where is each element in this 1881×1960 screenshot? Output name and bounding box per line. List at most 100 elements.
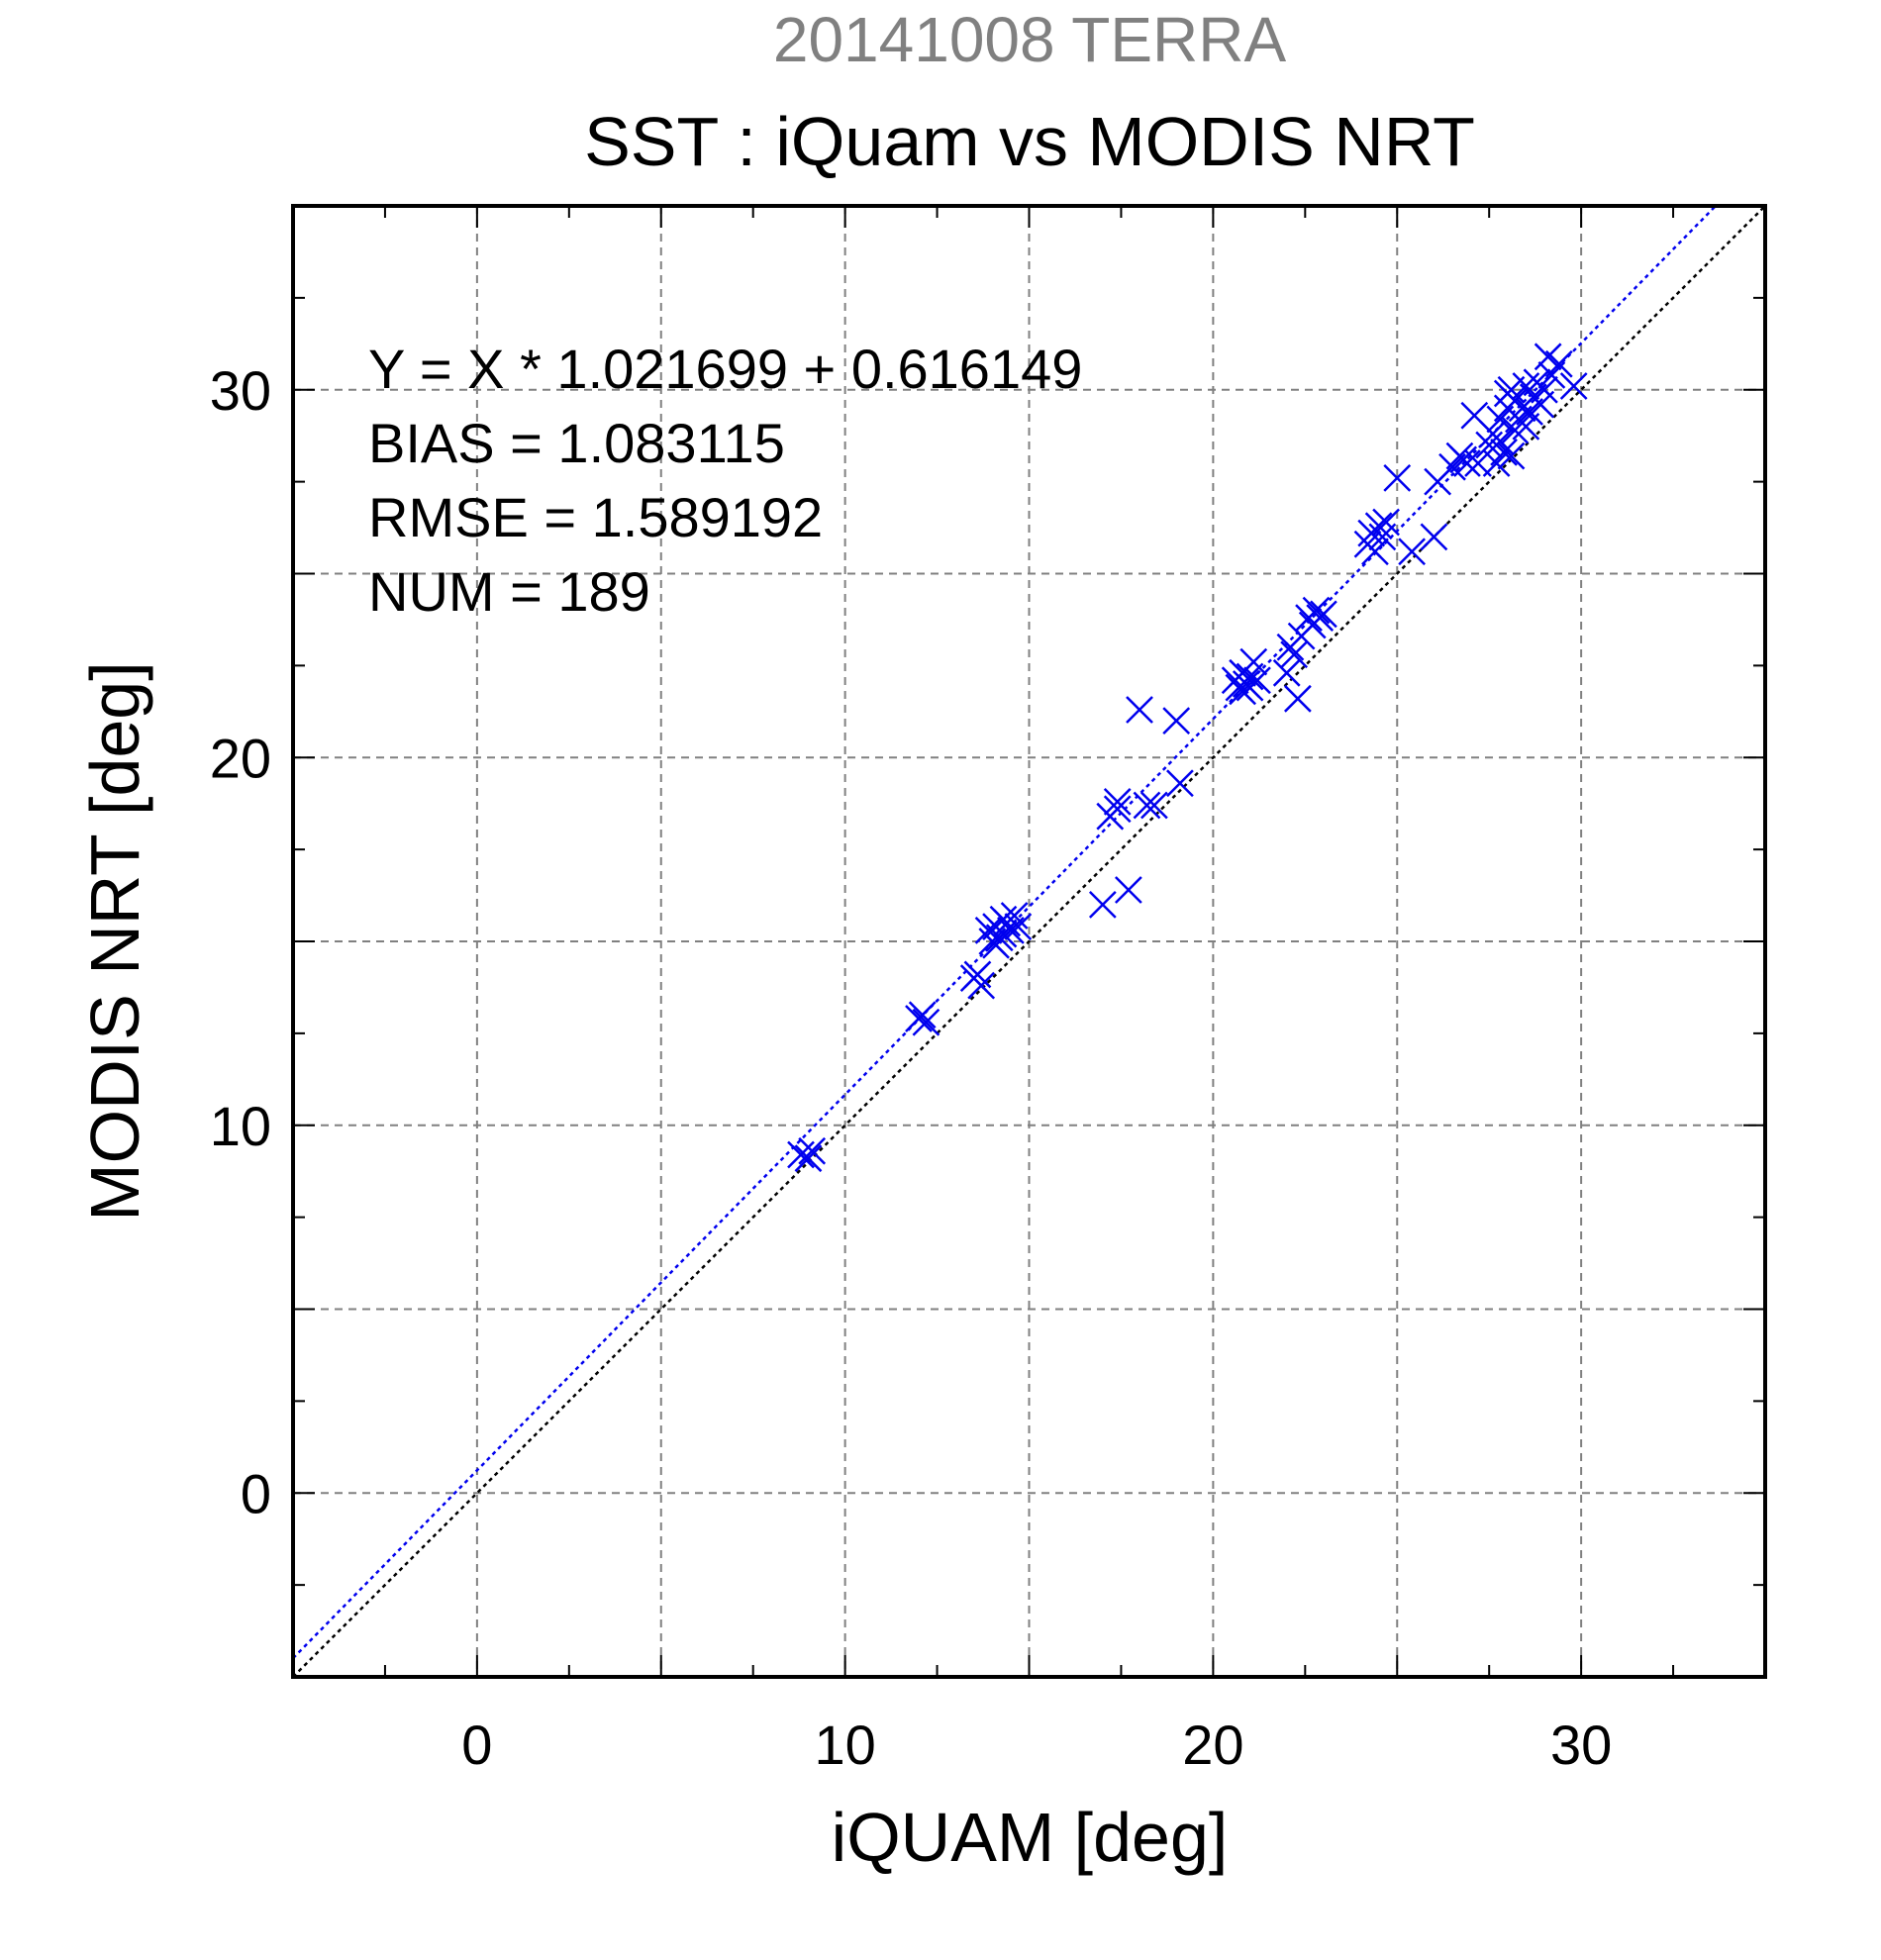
data-point-stroke [1501, 416, 1530, 444]
data-point [1229, 677, 1256, 706]
data-point-stroke [1531, 375, 1558, 404]
data-point [1088, 890, 1117, 919]
x-tick-label: 30 [1550, 1714, 1612, 1776]
data-point [794, 1144, 823, 1173]
data-point-stroke [1302, 596, 1331, 625]
tick-labels: 0 10 20 30 0 10 20 30 [210, 359, 1613, 1776]
data-point [787, 1140, 815, 1169]
data-point-stroke [1559, 372, 1588, 400]
y-tick-label: 20 [210, 727, 271, 789]
data-point-stroke [1490, 439, 1518, 466]
stats-line-bias: BIAS = 1.083115 [368, 412, 785, 474]
data-point [1398, 538, 1427, 566]
data-point-stroke [1114, 876, 1142, 904]
data-point [1103, 787, 1132, 816]
data-point-stroke [1364, 512, 1393, 540]
x-axis-label: iQUAM [deg] [832, 1799, 1229, 1876]
data-point-stroke [1166, 769, 1194, 798]
data-point-stroke [1229, 677, 1256, 706]
data-point-stroke [1280, 640, 1309, 669]
data-point [1364, 512, 1393, 540]
stats-line-fit: Y = X * 1.021699 + 0.616149 [368, 338, 1082, 400]
data-point [1272, 658, 1301, 687]
stats-line-rmse: RMSE = 1.589192 [368, 486, 823, 548]
plot-frame [291, 204, 1767, 1679]
data-point-stroke [1004, 913, 1033, 941]
data-point-stroke [963, 960, 992, 989]
data-point [1372, 508, 1400, 537]
data-point-stroke [1383, 464, 1412, 492]
data-point [1531, 375, 1558, 404]
data-point-stroke [967, 971, 996, 1000]
chart-title: 20141008 TERRA [773, 4, 1287, 75]
data-point [1243, 666, 1271, 695]
data-point [1383, 464, 1412, 492]
data-point [1486, 427, 1515, 455]
data-point-stroke [1272, 658, 1301, 687]
chart-subtitle: SST : iQuam vs MODIS NRT [584, 103, 1475, 180]
data-point-stroke [1000, 902, 1029, 930]
data-point [1490, 439, 1518, 466]
data-point-stroke [1361, 538, 1389, 566]
x-tick-label: 10 [814, 1714, 875, 1776]
data-point-stroke [1088, 890, 1117, 919]
data-point-stroke [1398, 538, 1427, 566]
data-point [908, 1001, 937, 1029]
data-point-stroke [1534, 343, 1562, 371]
data-point-stroke [1512, 372, 1540, 400]
data-point-stroke [1103, 795, 1132, 824]
data-point [912, 1008, 940, 1036]
data-point-stroke [1544, 349, 1573, 378]
data-points [787, 343, 1588, 1173]
data-point-stroke [1420, 523, 1448, 551]
data-point [1310, 600, 1337, 629]
stats-box: Y = X * 1.021699 + 0.616149 BIAS = 1.083… [368, 338, 1082, 623]
data-point-stroke [1372, 508, 1400, 537]
data-point-stroke [1140, 791, 1168, 820]
data-point [1497, 441, 1526, 470]
data-point [1544, 349, 1573, 378]
data-point [1000, 902, 1029, 930]
data-point [1162, 707, 1191, 735]
data-point [967, 971, 996, 1000]
data-point-stroke [1126, 696, 1153, 724]
data-point [798, 1136, 827, 1165]
data-point-stroke [1486, 427, 1515, 455]
y-tick-label: 30 [210, 359, 271, 422]
data-point [1004, 913, 1033, 941]
data-point-stroke [798, 1136, 827, 1165]
data-point-stroke [974, 916, 1003, 944]
data-point [1280, 640, 1309, 669]
data-point [1283, 684, 1312, 713]
data-point-stroke [1475, 431, 1504, 459]
data-point-stroke [1452, 449, 1481, 477]
data-point-stroke [1162, 707, 1191, 735]
data-point [1140, 791, 1168, 820]
data-point [1166, 769, 1194, 798]
data-point-stroke [1310, 600, 1337, 629]
data-point-stroke [794, 1144, 823, 1173]
data-point-stroke [1133, 791, 1161, 820]
data-point-stroke [908, 1001, 937, 1029]
data-point-stroke [1497, 441, 1526, 470]
data-point [963, 960, 992, 989]
data-point-stroke [1283, 684, 1312, 713]
data-point [1420, 523, 1448, 551]
data-point-stroke [912, 1008, 940, 1036]
data-point [1133, 791, 1161, 820]
data-point [1239, 647, 1268, 676]
data-point [1302, 596, 1331, 625]
data-point-stroke [1243, 666, 1271, 695]
identity-line [292, 205, 1766, 1678]
data-point-stroke [1239, 647, 1268, 676]
data-point [1114, 876, 1142, 904]
data-point [1103, 795, 1132, 824]
y-axis-label: MODIS NRT [deg] [76, 661, 153, 1221]
data-point [1361, 538, 1389, 566]
data-point [1559, 372, 1588, 400]
y-tick-label: 10 [210, 1095, 271, 1157]
axis-ticks [293, 206, 1765, 1677]
data-point-stroke [989, 920, 1018, 948]
data-point [1501, 416, 1530, 444]
